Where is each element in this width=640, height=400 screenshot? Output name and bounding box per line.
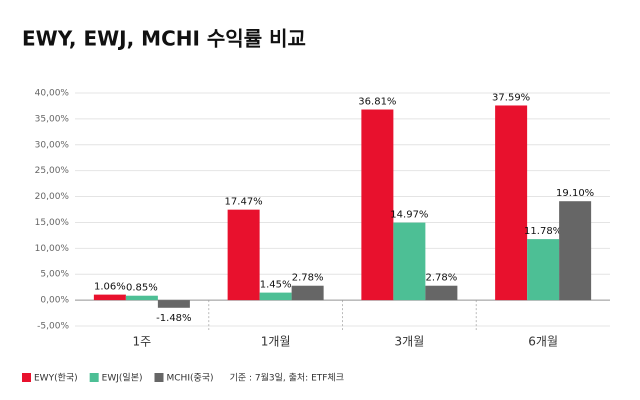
- value-label: 17.47%: [225, 197, 263, 208]
- legend-swatch: [22, 373, 31, 382]
- bar: [361, 109, 394, 301]
- chart-title: EWY, EWJ, MCHI 수익률 비교: [22, 27, 306, 51]
- x-tick-label: 3개월: [395, 335, 425, 349]
- bar: [393, 222, 426, 301]
- legend-label: EWY(한국): [34, 373, 78, 384]
- legend-swatch: [154, 373, 164, 382]
- bar: [495, 105, 528, 301]
- y-tick-label: 0,00%: [40, 296, 69, 306]
- y-tick-label: 25,00%: [35, 166, 70, 176]
- value-label: 2.78%: [425, 273, 457, 284]
- legend-label: MCHI(중국): [167, 373, 214, 384]
- value-label: 19.10%: [556, 188, 594, 199]
- legend-swatch: [89, 373, 99, 382]
- bar: [425, 285, 458, 301]
- x-tick-label: 1주: [133, 335, 152, 349]
- y-tick-label: 15,00%: [35, 218, 70, 228]
- legend-label: EWJ(일본): [102, 373, 143, 384]
- y-tick-label: 20,00%: [35, 192, 70, 202]
- y-tick-label: 40,00%: [35, 89, 70, 99]
- bar: [259, 292, 292, 301]
- note: 기준 : 7월3일, 출처: ETF체크: [230, 372, 344, 384]
- value-label: 0.85%: [126, 283, 158, 294]
- bar: [157, 300, 190, 308]
- y-tick-label: -5,00%: [37, 322, 69, 332]
- value-label: 37.59%: [492, 92, 530, 103]
- value-label: 2.78%: [292, 273, 324, 284]
- value-label: 36.81%: [358, 97, 396, 108]
- value-label: 11.78%: [524, 226, 562, 237]
- value-label: 1.45%: [260, 280, 292, 291]
- value-label: 1.06%: [94, 282, 126, 293]
- bar: [527, 239, 560, 301]
- y-tick-label: 35,00%: [35, 114, 70, 124]
- bar: [559, 201, 592, 301]
- value-label: -1.48%: [156, 313, 191, 324]
- y-tick-label: 30,00%: [35, 140, 70, 150]
- x-tick-label: 1개월: [261, 335, 291, 349]
- bar: [227, 209, 260, 301]
- bar: [93, 294, 126, 301]
- y-tick-label: 10,00%: [35, 244, 70, 254]
- bar: [291, 285, 324, 301]
- y-tick-label: 5,00%: [40, 270, 69, 280]
- x-tick-label: 6개월: [528, 335, 558, 349]
- value-label: 14.97%: [390, 210, 428, 221]
- bar: [125, 295, 158, 301]
